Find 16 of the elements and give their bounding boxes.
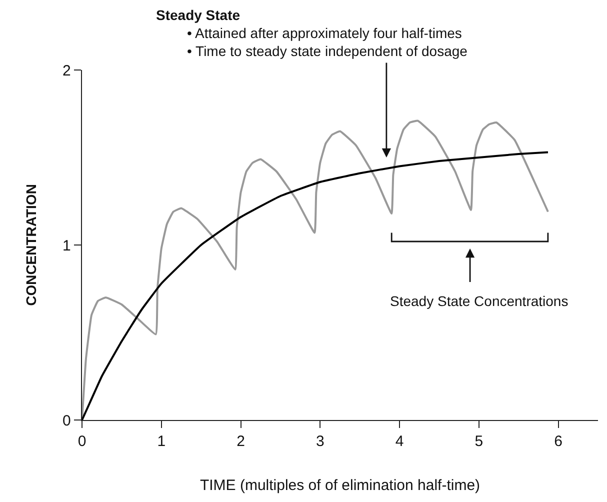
annotation: Steady State Concentrations: [390, 293, 568, 309]
x-tick-label: 3: [316, 433, 324, 450]
x-tick-label: 4: [395, 433, 404, 450]
x-tick-label: 1: [157, 433, 166, 450]
y-axis-title: CONCENTRATION: [23, 184, 40, 306]
x-tick-label: 5: [474, 433, 484, 450]
x-tick-label: 2: [236, 433, 245, 450]
y-tick-label: 2: [62, 62, 71, 80]
text: • Time to steady state independent of dosage: [187, 43, 468, 59]
y-tick-label: 1: [62, 237, 71, 254]
x-axis-title: TIME (multiples of of elimination half-time): [200, 477, 480, 494]
y-tick-label: 0: [62, 412, 71, 430]
x-tick-label: 6: [554, 433, 562, 450]
x-tick-label: 0: [78, 433, 86, 450]
text: • Attained after approximately four half-times: [187, 25, 462, 41]
chart-title: Steady State: [156, 7, 240, 23]
